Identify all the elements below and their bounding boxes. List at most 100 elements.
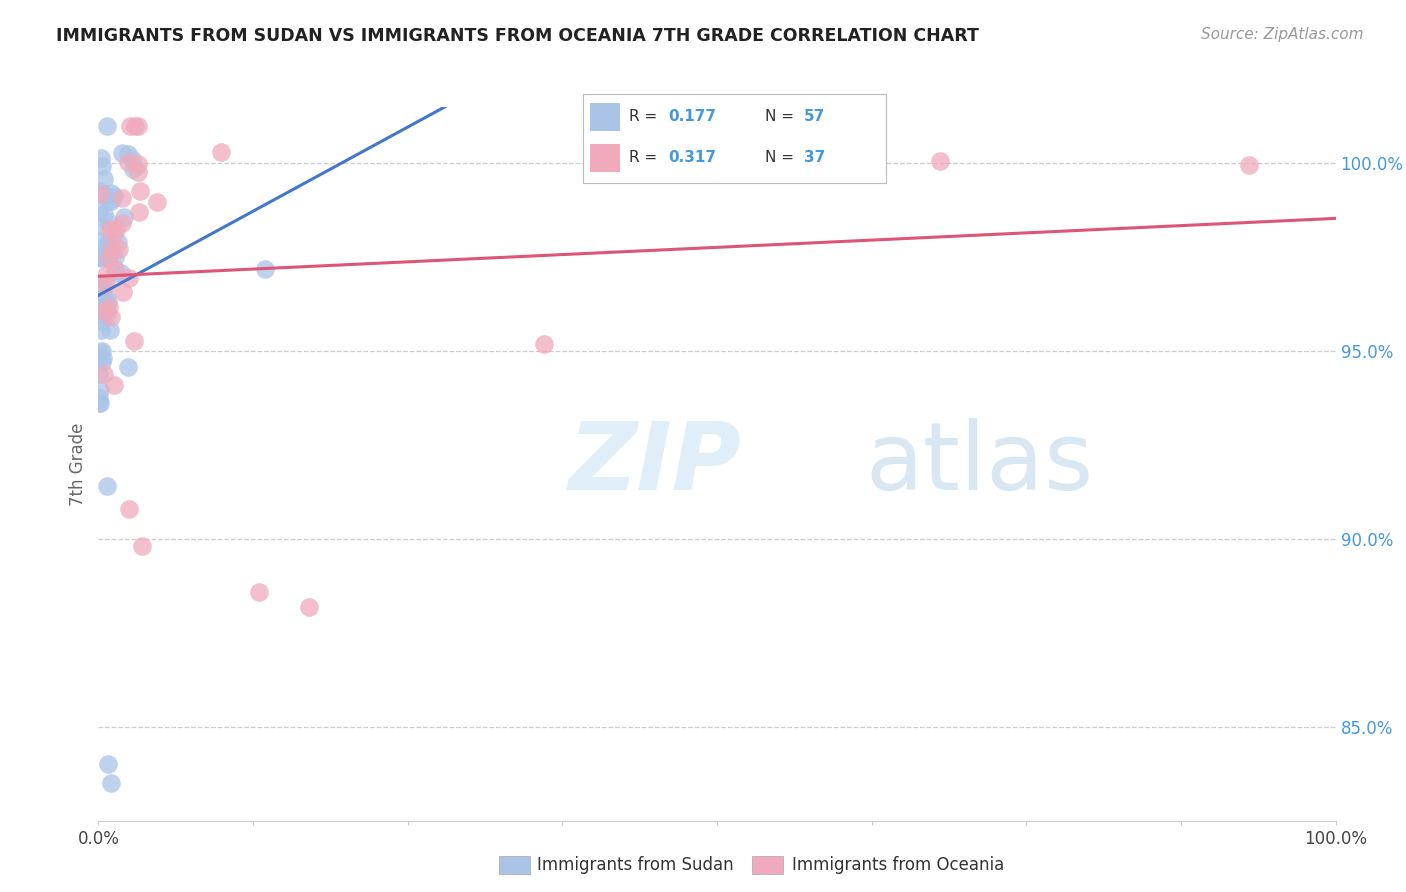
Text: Immigrants from Sudan: Immigrants from Sudan: [537, 856, 734, 874]
Point: [91, 351, 114, 366]
Text: 37: 37: [804, 151, 825, 165]
Point: [111, 191, 134, 205]
Point: [247, 584, 270, 599]
Point: [103, 188, 125, 202]
Point: [98, 300, 121, 314]
Point: [103, 378, 125, 392]
Point: [89, 278, 111, 293]
Point: [87, 202, 110, 217]
Point: [93, 207, 115, 221]
Point: [118, 502, 141, 516]
Point: [90, 355, 112, 369]
Text: N =: N =: [765, 151, 799, 165]
Point: [118, 271, 141, 285]
Point: [94, 251, 117, 265]
Point: [96, 215, 118, 229]
Point: [96, 289, 118, 303]
Point: [91, 159, 114, 173]
Point: [117, 359, 139, 374]
Point: [128, 184, 150, 198]
Point: [89, 396, 111, 410]
Point: [89, 219, 111, 233]
Point: [100, 186, 122, 200]
Point: [1237, 158, 1260, 172]
Point: [111, 146, 134, 161]
Point: [127, 119, 149, 133]
Point: [89, 307, 111, 321]
Point: [93, 304, 115, 318]
FancyBboxPatch shape: [589, 103, 620, 131]
Text: R =: R =: [628, 151, 662, 165]
Text: 57: 57: [804, 110, 825, 124]
Point: [90, 251, 112, 265]
Text: atlas: atlas: [866, 417, 1094, 510]
Point: [96, 119, 118, 133]
Point: [122, 334, 145, 348]
Point: [209, 145, 232, 160]
Point: [254, 261, 277, 276]
Point: [94, 238, 117, 252]
Point: [104, 250, 127, 264]
Point: [96, 268, 118, 283]
Point: [90, 323, 112, 337]
Point: [127, 157, 149, 171]
Point: [97, 194, 120, 209]
Point: [124, 119, 146, 133]
Point: [146, 195, 169, 210]
Point: [89, 396, 111, 410]
Point: [98, 235, 121, 249]
Point: [117, 154, 139, 169]
Point: [87, 368, 110, 382]
Point: [107, 242, 129, 256]
Text: Immigrants from Oceania: Immigrants from Oceania: [792, 856, 1004, 874]
Text: R =: R =: [628, 110, 662, 124]
Point: [87, 350, 110, 364]
Point: [101, 242, 124, 256]
Point: [97, 251, 120, 265]
Point: [105, 266, 128, 280]
Point: [96, 478, 118, 492]
Point: [103, 227, 125, 241]
Point: [93, 367, 115, 381]
Point: [89, 345, 111, 359]
Point: [111, 216, 134, 230]
FancyBboxPatch shape: [589, 144, 620, 172]
Point: [112, 285, 135, 299]
Point: [107, 235, 129, 250]
Point: [122, 162, 145, 177]
Point: [87, 235, 110, 249]
Text: Source: ZipAtlas.com: Source: ZipAtlas.com: [1201, 27, 1364, 42]
Point: [128, 204, 150, 219]
Point: [93, 188, 115, 202]
Point: [100, 194, 122, 208]
Text: 0.177: 0.177: [668, 110, 716, 124]
Point: [100, 221, 122, 235]
Point: [127, 164, 149, 178]
Point: [94, 298, 117, 312]
Point: [118, 119, 141, 133]
Point: [117, 147, 139, 161]
Point: [89, 383, 111, 397]
Point: [131, 540, 153, 554]
Point: [89, 186, 111, 201]
Point: [96, 277, 118, 292]
Point: [112, 210, 135, 224]
Point: [89, 250, 111, 264]
Text: ZIP: ZIP: [568, 417, 741, 510]
Point: [105, 222, 128, 236]
Point: [533, 336, 555, 351]
Point: [87, 391, 110, 405]
Point: [96, 306, 118, 320]
Point: [110, 266, 132, 280]
Y-axis label: 7th Grade: 7th Grade: [69, 422, 87, 506]
Point: [93, 171, 115, 186]
Text: 0.317: 0.317: [668, 151, 716, 165]
Point: [89, 184, 111, 198]
Point: [91, 285, 114, 300]
Point: [121, 153, 143, 167]
Point: [97, 294, 120, 309]
Point: [100, 776, 122, 790]
Point: [928, 154, 950, 169]
Point: [94, 301, 117, 315]
Point: [98, 323, 121, 337]
